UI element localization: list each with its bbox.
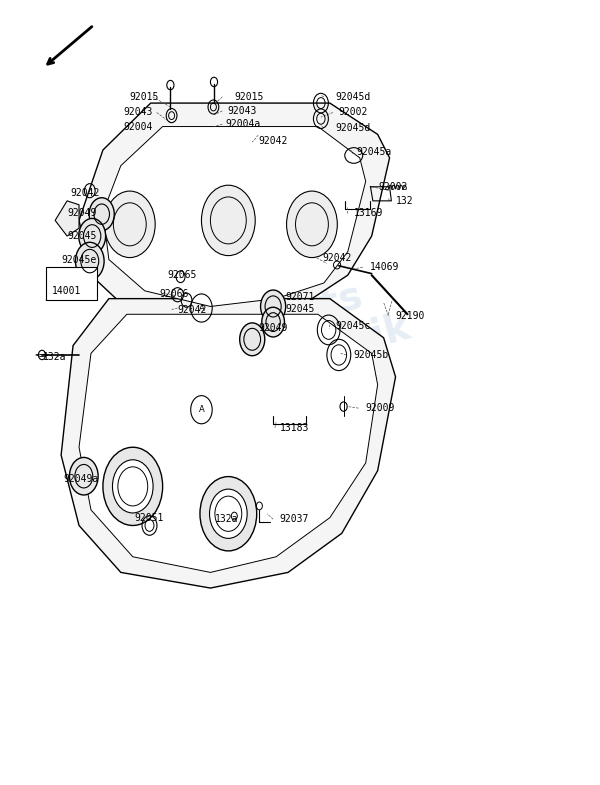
- Ellipse shape: [239, 323, 265, 356]
- Polygon shape: [61, 298, 395, 588]
- Ellipse shape: [260, 290, 286, 323]
- Text: 92002: 92002: [379, 182, 408, 192]
- Text: 92043: 92043: [124, 108, 153, 118]
- Text: 92066: 92066: [160, 289, 189, 299]
- Text: 132a: 132a: [215, 514, 239, 524]
- Text: 92043: 92043: [227, 106, 257, 116]
- Ellipse shape: [103, 447, 163, 525]
- Text: 92045d: 92045d: [336, 123, 371, 133]
- Text: 13169: 13169: [354, 207, 383, 217]
- Text: 92045c: 92045c: [336, 321, 371, 331]
- Text: 132: 132: [395, 195, 413, 206]
- Text: A: A: [199, 405, 205, 414]
- Polygon shape: [103, 126, 365, 306]
- Text: 92042: 92042: [322, 253, 352, 263]
- Text: 92009: 92009: [365, 403, 395, 413]
- Text: 92190: 92190: [395, 311, 425, 321]
- Text: 92045e: 92045e: [61, 254, 97, 265]
- Text: 92045b: 92045b: [354, 350, 389, 360]
- Text: 132a: 132a: [43, 352, 67, 363]
- Ellipse shape: [112, 460, 153, 513]
- Ellipse shape: [70, 458, 98, 495]
- Ellipse shape: [76, 243, 104, 280]
- Text: 92045d: 92045d: [336, 92, 371, 102]
- Ellipse shape: [209, 489, 247, 539]
- Text: 92002: 92002: [339, 108, 368, 118]
- Text: 14069: 14069: [370, 262, 399, 272]
- Text: 92015: 92015: [235, 92, 263, 102]
- Text: 92004: 92004: [124, 122, 153, 132]
- Text: 92042: 92042: [258, 137, 287, 147]
- Ellipse shape: [202, 185, 255, 256]
- Polygon shape: [55, 201, 79, 236]
- Text: 92051: 92051: [134, 513, 163, 523]
- Text: 13183: 13183: [280, 422, 310, 433]
- Polygon shape: [79, 314, 377, 572]
- Text: 92015: 92015: [130, 92, 159, 102]
- Ellipse shape: [89, 198, 114, 231]
- Text: 92049: 92049: [67, 207, 97, 217]
- Text: A: A: [199, 304, 205, 312]
- Text: 92049: 92049: [258, 323, 287, 333]
- Text: 92049a: 92049a: [63, 473, 98, 484]
- Ellipse shape: [79, 218, 106, 254]
- Bar: [46, 268, 97, 300]
- Ellipse shape: [200, 476, 257, 551]
- Text: 92037: 92037: [279, 514, 308, 524]
- Text: 92065: 92065: [167, 270, 197, 280]
- Text: Parts
Republik: Parts Republik: [209, 265, 415, 394]
- Text: 92042: 92042: [178, 305, 207, 315]
- Text: 92071: 92071: [285, 292, 314, 302]
- Text: 14001: 14001: [52, 286, 82, 296]
- Ellipse shape: [262, 307, 284, 337]
- Text: 92045: 92045: [285, 304, 314, 314]
- Text: 92045: 92045: [67, 231, 97, 241]
- Polygon shape: [79, 103, 389, 330]
- Ellipse shape: [104, 191, 155, 257]
- Text: 92042: 92042: [70, 188, 100, 198]
- Text: 92045a: 92045a: [357, 147, 392, 156]
- Text: 92004a: 92004a: [226, 119, 260, 130]
- Ellipse shape: [287, 191, 337, 257]
